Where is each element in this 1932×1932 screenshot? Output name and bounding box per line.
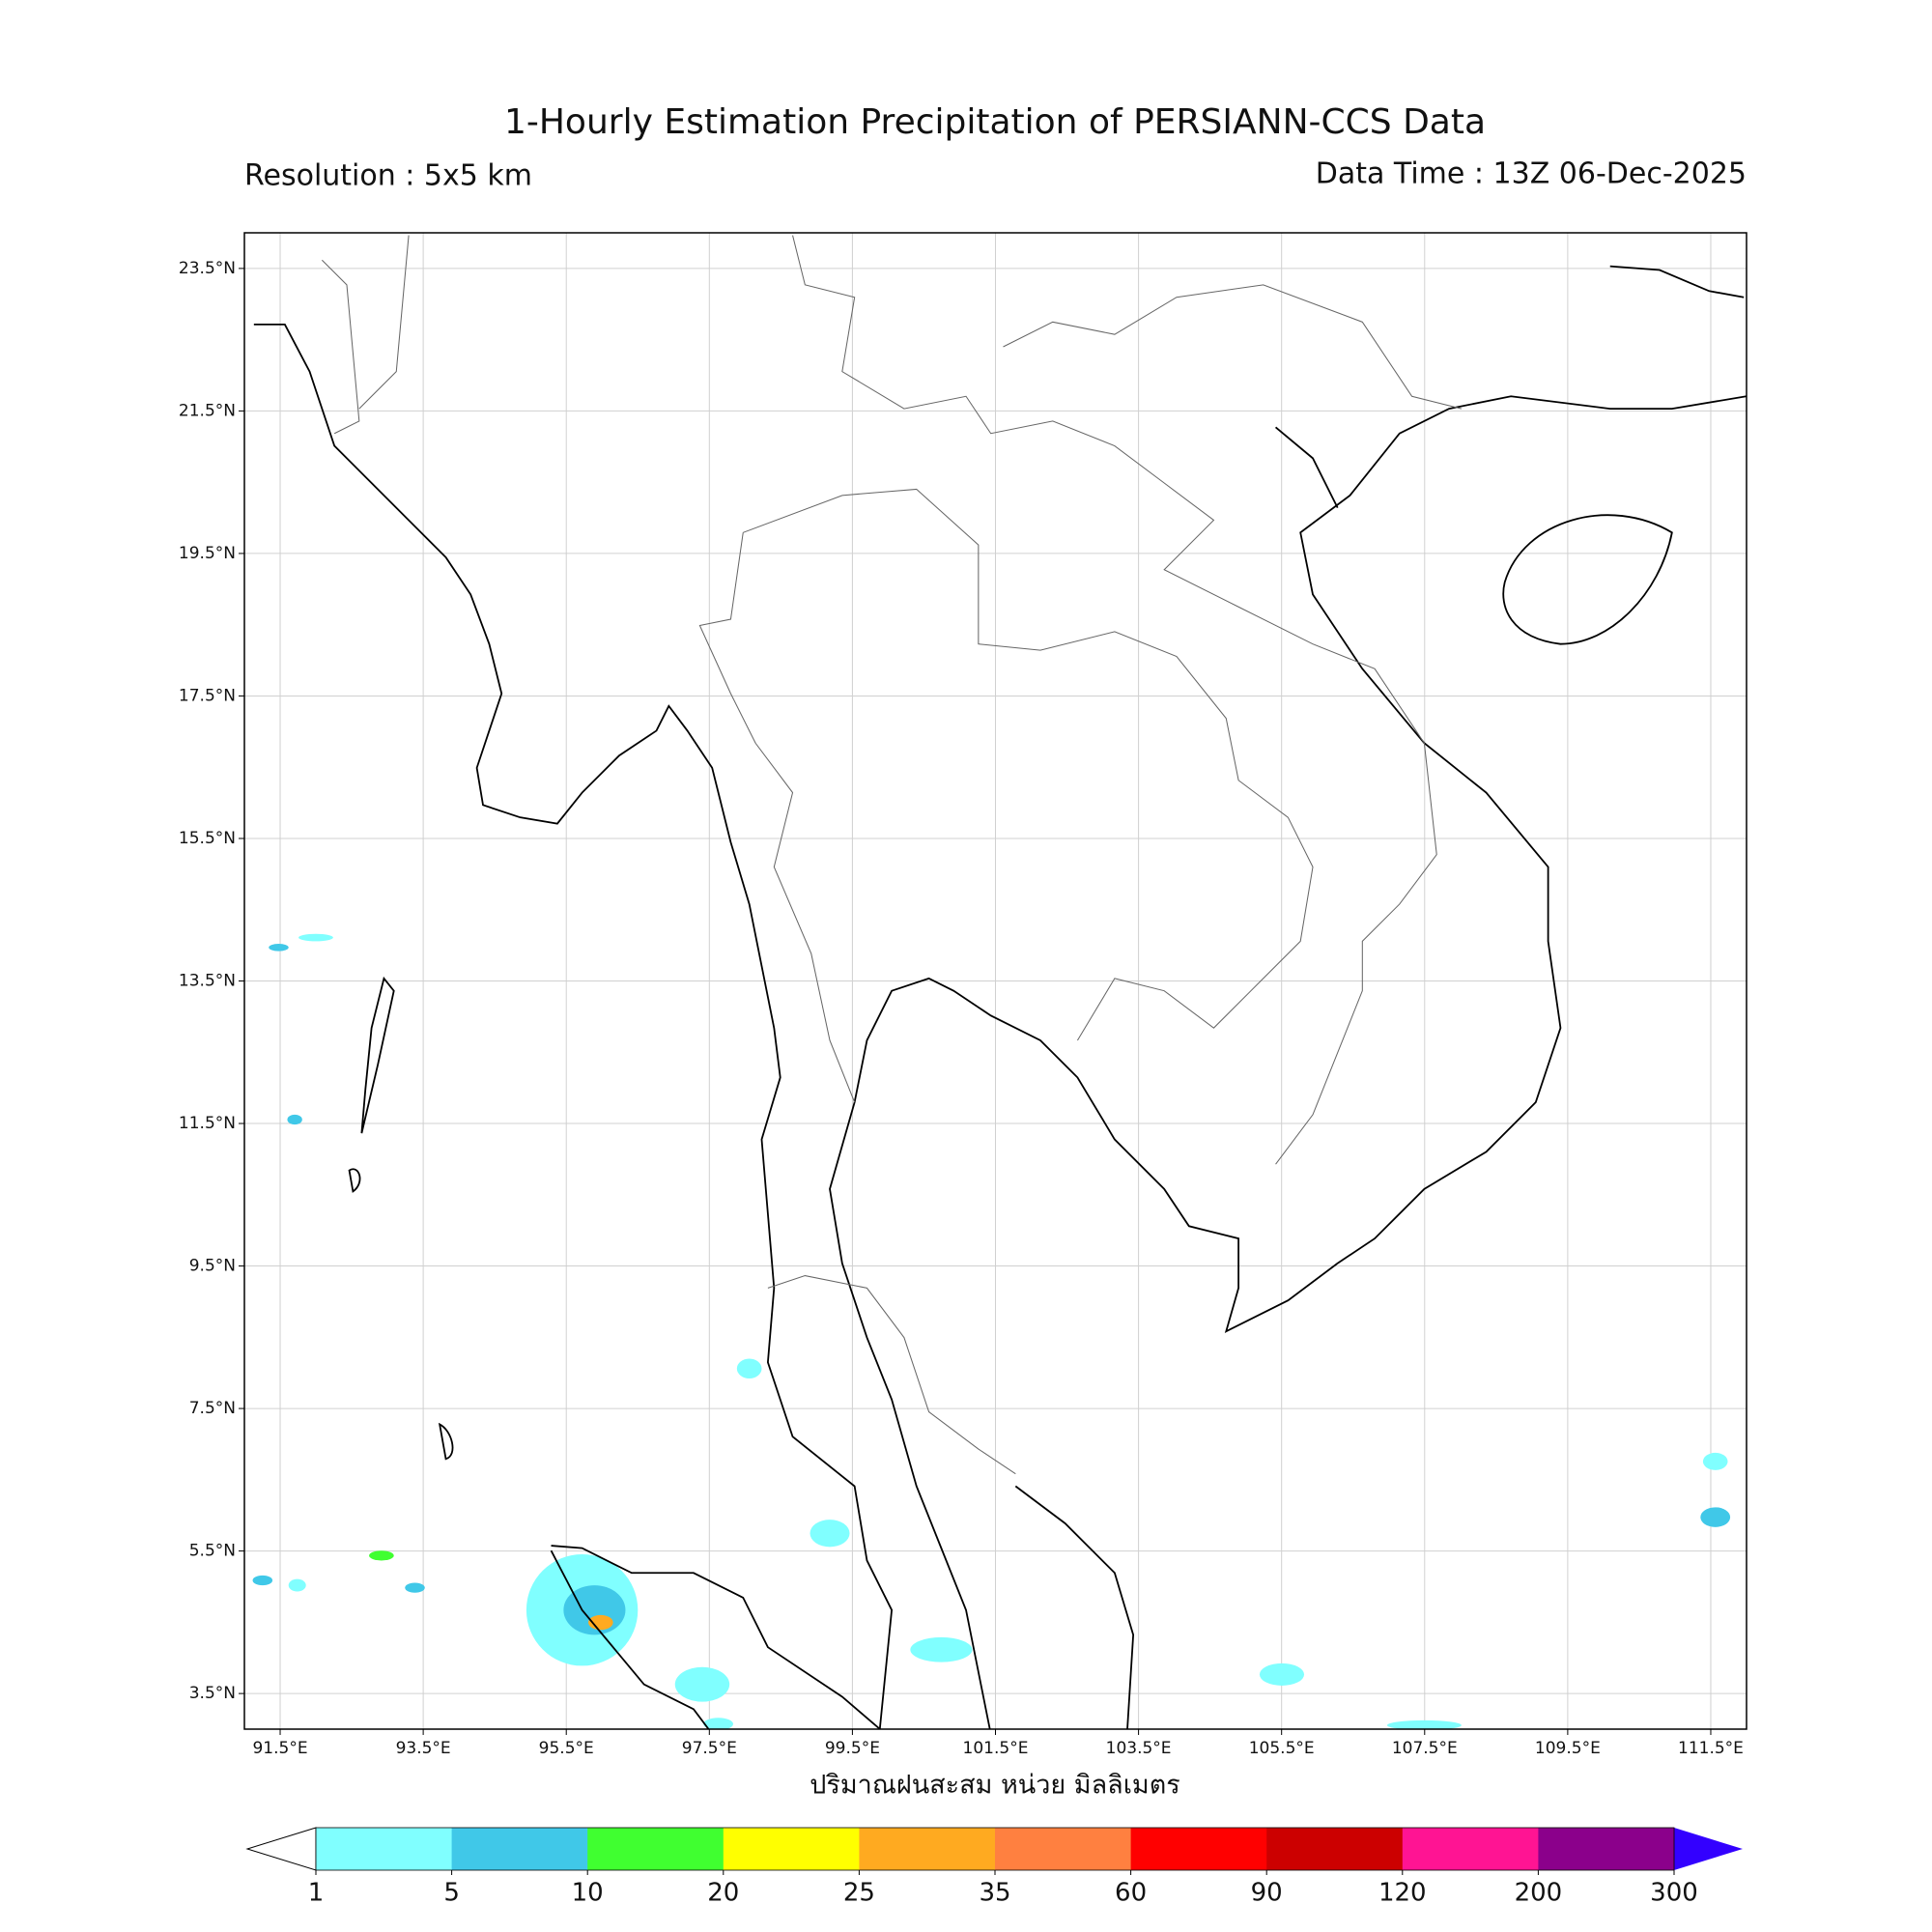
- colorbar-bin: [451, 1828, 588, 1870]
- colorbar-label: 5: [443, 1879, 460, 1908]
- colorbar-label: 10: [572, 1879, 604, 1908]
- colorbar-label: 300: [1650, 1879, 1698, 1908]
- colorbar: 1 5 10 20 25 35 60 90 120 200 300: [245, 1827, 1743, 1908]
- colorbar-label: 1: [308, 1879, 325, 1908]
- x-tick-label: 109.5°E: [1535, 1739, 1601, 1758]
- resolution: Resolution : 5x5 km: [244, 159, 532, 193]
- colorbar-bin: [316, 1828, 453, 1870]
- colorbar-bin: [859, 1828, 996, 1870]
- x-tick-label: 91.5°E: [252, 1739, 307, 1758]
- colorbar-label: 200: [1515, 1879, 1563, 1908]
- colorbar-bin: [995, 1828, 1132, 1870]
- y-tick-label: 17.5°N: [179, 686, 236, 705]
- colorbar-bin: [1538, 1828, 1675, 1870]
- y-tick-label: 15.5°N: [179, 829, 236, 848]
- x-tick-label: 105.5°E: [1249, 1739, 1315, 1758]
- colorbar-over: [1674, 1828, 1743, 1870]
- x-tick-label: 93.5°E: [396, 1739, 451, 1758]
- y-tick-label: 19.5°N: [179, 544, 236, 563]
- colorbar-bin: [1402, 1828, 1539, 1870]
- colorbar-label: 60: [1115, 1879, 1147, 1908]
- colorbar-under: [245, 1827, 317, 1871]
- y-tick-label: 3.5°N: [189, 1684, 236, 1703]
- x-tick-label: 95.5°E: [539, 1739, 594, 1758]
- y-tick-label: 21.5°N: [179, 401, 236, 420]
- y-tick-label: 7.5°N: [189, 1399, 236, 1418]
- x-tick-label: 97.5°E: [682, 1739, 737, 1758]
- colorbar-bin: [587, 1828, 724, 1870]
- y-tick-label: 9.5°N: [189, 1257, 236, 1276]
- y-tick-label: 13.5°N: [179, 972, 236, 991]
- colorbar-label: 25: [843, 1879, 875, 1908]
- x-tick-label: 101.5°E: [963, 1739, 1029, 1758]
- colorbar-bin: [1130, 1828, 1267, 1870]
- colorbar-label: 90: [1251, 1879, 1283, 1908]
- title: 1-Hourly Estimation Precipitation of PER…: [504, 102, 1486, 142]
- x-tick-label: 111.5°E: [1678, 1739, 1744, 1758]
- map-layer: [252, 235, 1747, 1729]
- y-tick-label: 11.5°N: [179, 1114, 236, 1133]
- colorbar-label: 35: [979, 1879, 1010, 1908]
- colorbar-label: 20: [707, 1879, 739, 1908]
- y-tick-label: 5.5°N: [189, 1542, 236, 1561]
- y-tick-label: 23.5°N: [179, 259, 236, 278]
- geography: [252, 235, 1747, 1729]
- x-tick-label: 107.5°E: [1392, 1739, 1458, 1758]
- colorbar-bin: [1266, 1828, 1404, 1870]
- x-tick-label: 103.5°E: [1106, 1739, 1172, 1758]
- x-tick-label: 99.5°E: [825, 1739, 880, 1758]
- x-axis-label: ปริมาณฝนสะสม หน่วย มิลลิเมตร: [810, 1771, 1180, 1801]
- colorbar-label: 120: [1378, 1879, 1427, 1908]
- data-time: Data Time : 13Z 06-Dec-2025: [1316, 157, 1747, 191]
- precipitation: [252, 933, 1731, 1729]
- grid: [244, 233, 1747, 1729]
- colorbar-bin: [723, 1828, 860, 1870]
